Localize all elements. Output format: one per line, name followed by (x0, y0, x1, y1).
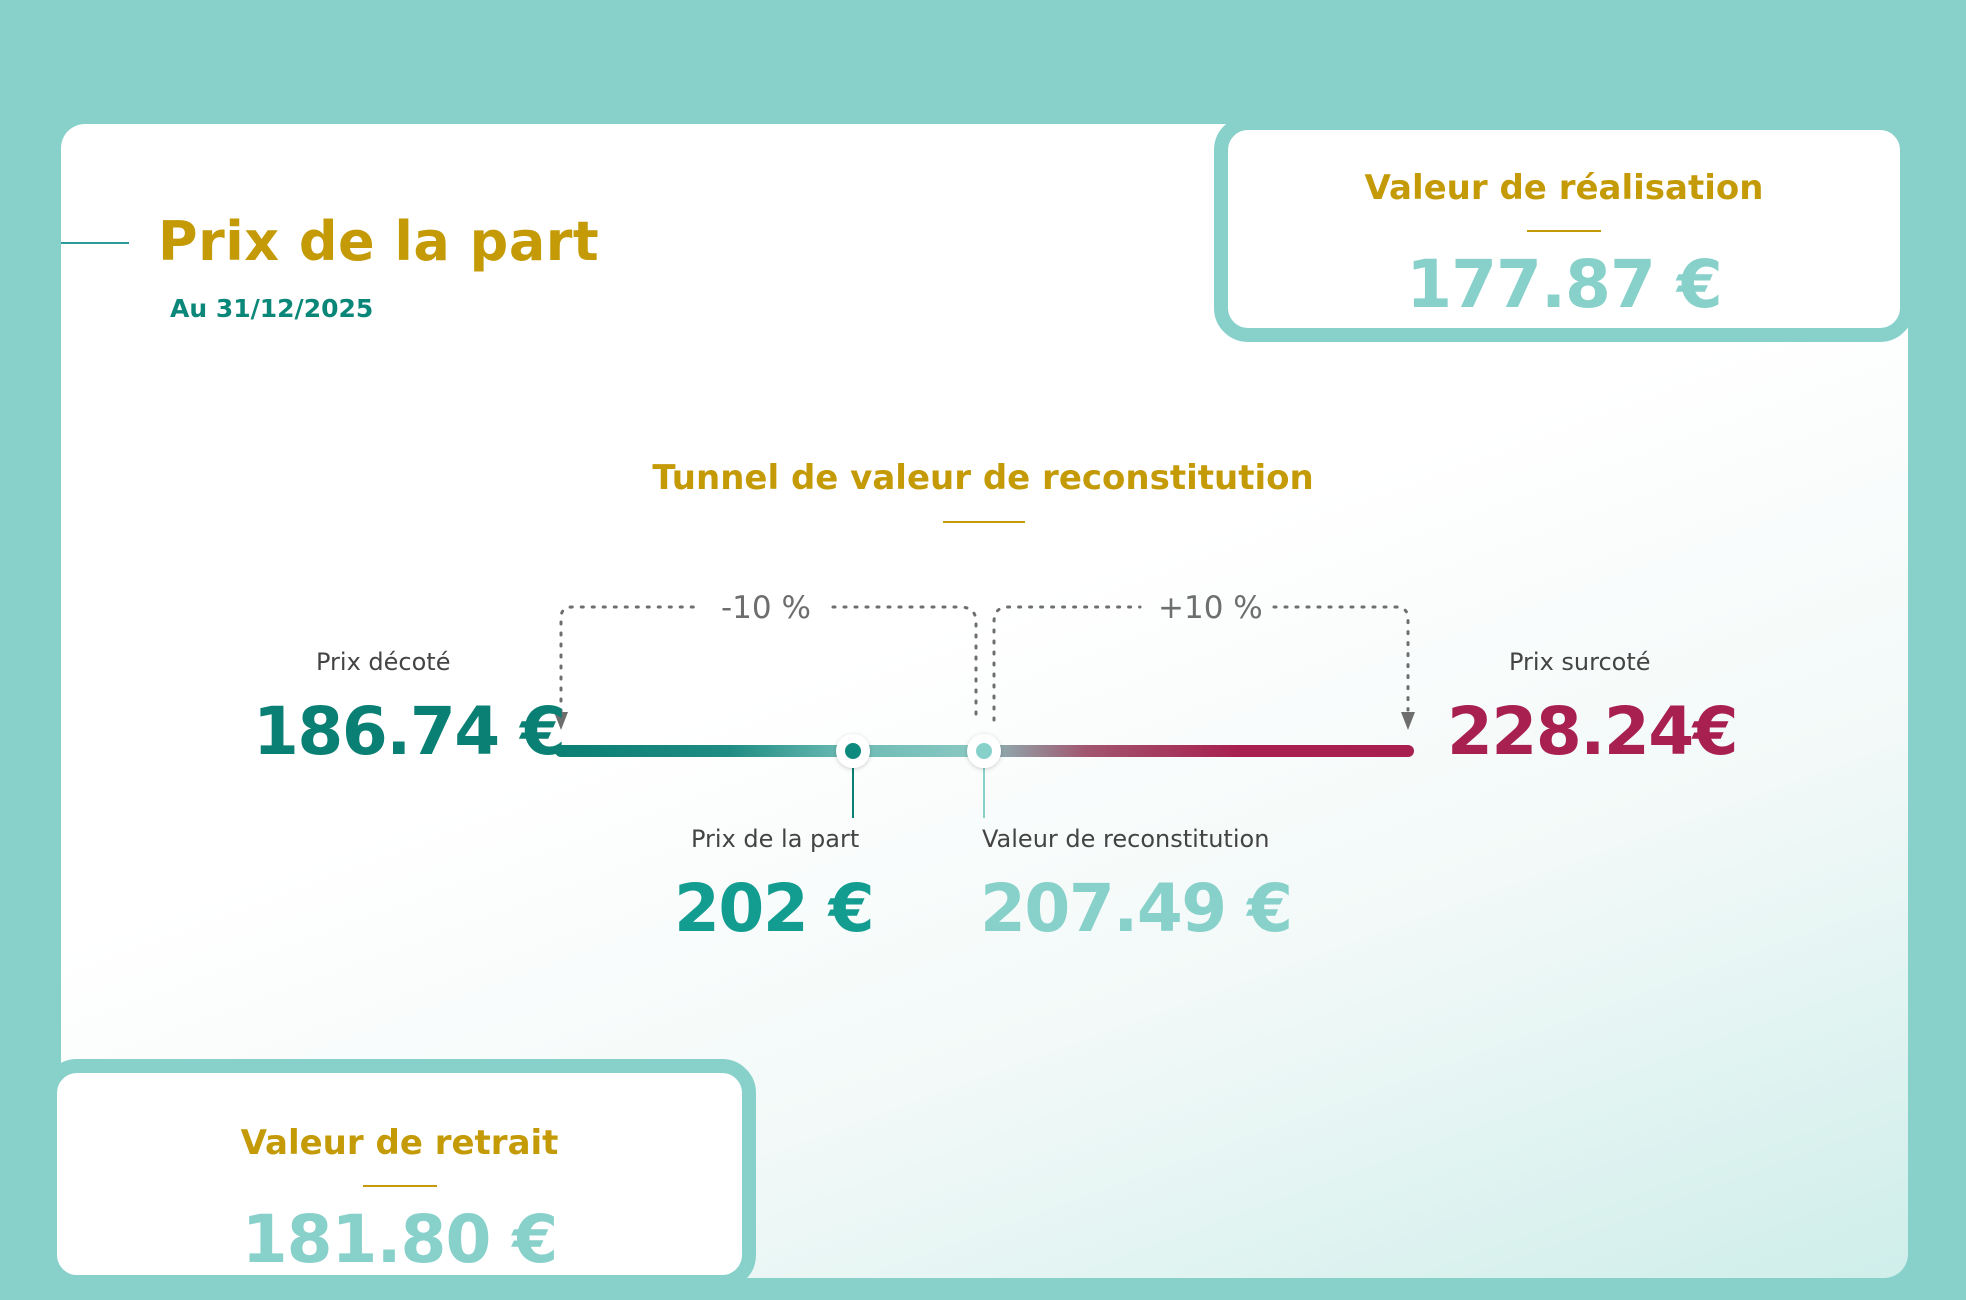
tunnel-title-divider (943, 521, 1025, 523)
part-label: Prix de la part (691, 825, 860, 853)
page-date: Au 31/12/2025 (170, 294, 374, 323)
decote-label: Prix décoté (316, 648, 451, 676)
decote-value: 186.74 € (253, 693, 566, 770)
reconstitution-value: 207.49 € (980, 870, 1293, 947)
page-title: Prix de la part (158, 210, 600, 273)
realisation-divider (1527, 230, 1601, 232)
surcote-label: Prix surcoté (1509, 648, 1651, 676)
realisation-title: Valeur de réalisation (1364, 168, 1764, 208)
reconstitution-marker (967, 734, 1001, 768)
reconstitution-label: Valeur de reconstitution (982, 825, 1270, 853)
minus-bracket-left (559, 605, 702, 725)
realisation-card: Valeur de réalisation 177.87 € (1214, 116, 1914, 342)
tunnel-title: Tunnel de valeur de reconstitution (652, 458, 1314, 498)
plus-percentage: +10 % (1158, 590, 1263, 626)
part-marker (836, 734, 870, 768)
surcote-value: 228.24€ (1447, 693, 1739, 770)
plus-bracket-left (992, 605, 1142, 722)
arrow-left-head (554, 712, 568, 730)
retrait-value: 181.80 € (241, 1201, 559, 1278)
realisation-value: 177.87 € (1406, 246, 1723, 323)
minus-bracket-right (831, 605, 978, 722)
minus-percentage: -10 % (721, 590, 811, 626)
retrait-card: Valeur de retrait 181.80 € (43, 1059, 756, 1289)
retrait-title: Valeur de retrait (240, 1123, 559, 1163)
part-value: 202 € (674, 870, 875, 947)
retrait-divider (362, 1185, 437, 1187)
arrow-right-head (1401, 712, 1415, 730)
plus-bracket-right (1272, 605, 1410, 712)
title-accent-line (61, 242, 129, 244)
